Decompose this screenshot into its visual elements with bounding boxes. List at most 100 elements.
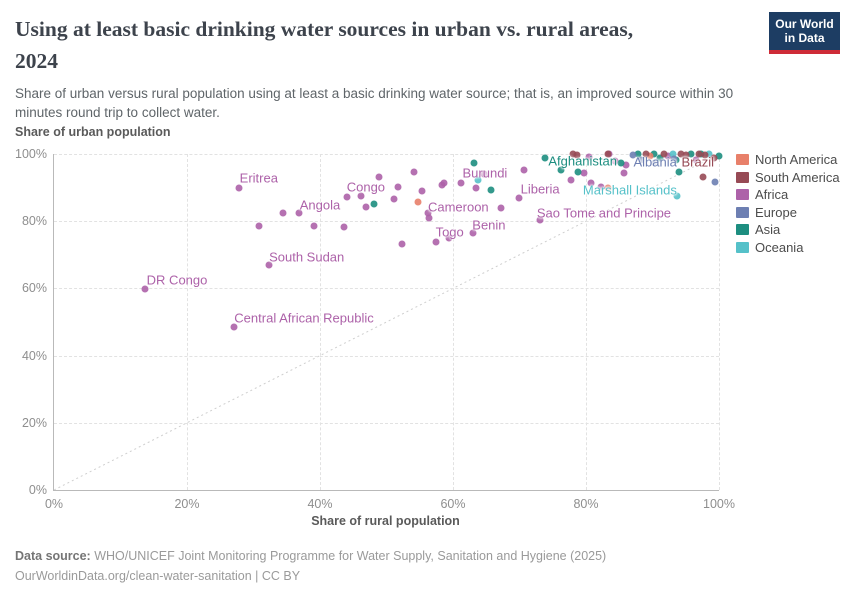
data-point-asia[interactable] [715,152,723,160]
legend-swatch-north-america [736,154,749,166]
legend: North America South America Africa Europe As… [736,151,840,256]
legend-item-south-america[interactable]: South America [736,169,840,187]
data-point-south-america[interactable] [660,150,668,158]
y-axis-title: Share of urban population [15,125,171,139]
data-point-africa[interactable] [230,323,238,331]
data-point-asia[interactable] [634,150,642,158]
data-point-south-america[interactable] [695,150,703,158]
data-point-africa[interactable] [295,209,303,217]
data-point-africa[interactable] [390,195,398,203]
data-point-africa[interactable] [469,229,477,237]
data-point-asia[interactable] [470,159,478,167]
data-point-asia[interactable] [487,186,495,194]
page-title-line-2: 2024 [15,49,58,73]
legend-label-south-america: South America [755,169,840,185]
data-point-africa[interactable] [398,240,406,248]
data-point-europe[interactable] [629,151,637,159]
data-point-oceania[interactable] [474,176,482,184]
data-point-africa[interactable] [515,194,523,202]
data-point-africa[interactable] [597,183,605,191]
data-point-south-america[interactable] [604,150,612,158]
data-point-africa[interactable] [432,238,440,246]
owid-logo-box: Our World in Data [769,12,840,50]
data-point-oceania[interactable] [673,192,681,200]
data-point-asia[interactable] [675,168,683,176]
data-point-south-america[interactable] [573,151,581,159]
data-point-africa[interactable] [497,204,505,212]
data-point-asia[interactable] [650,150,658,158]
data-point-asia[interactable] [617,159,625,167]
data-point-africa[interactable] [255,222,263,230]
y-gridline [54,355,719,357]
data-point-africa[interactable] [440,179,448,187]
data-point-asia[interactable] [370,200,378,208]
data-point-africa[interactable] [425,214,433,222]
data-point-africa[interactable] [418,187,426,195]
data-point-asia[interactable] [687,150,695,158]
legend-swatch-asia [736,224,749,236]
data-point-north-america[interactable] [604,184,612,192]
data-point-africa[interactable] [394,183,402,191]
data-point-europe[interactable] [651,159,659,167]
data-point-africa[interactable] [235,184,243,192]
owid-logo[interactable]: Our World in Data [769,12,840,54]
data-point-africa[interactable] [343,193,351,201]
data-point-europe[interactable] [637,156,645,164]
legend-item-asia[interactable]: Asia [736,221,840,239]
x-tick-label: 40% [307,497,333,511]
data-point-africa[interactable] [279,209,287,217]
data-point-south-america[interactable] [682,151,690,159]
data-point-africa[interactable] [611,157,619,165]
legend-item-africa[interactable]: Africa [736,186,840,204]
data-point-africa[interactable] [587,179,595,187]
data-point-africa[interactable] [362,203,370,211]
data-point-africa[interactable] [357,192,365,200]
data-point-africa[interactable] [375,173,383,181]
data-point-oceania[interactable] [669,150,677,158]
data-point-africa[interactable] [622,161,630,169]
legend-item-north-america[interactable]: North America [736,151,840,169]
data-point-south-america[interactable] [699,173,707,181]
data-point-africa[interactable] [520,166,528,174]
data-point-africa[interactable] [141,285,149,293]
legend-item-oceania[interactable]: Oceania [736,239,840,257]
data-point-africa[interactable] [310,222,318,230]
data-point-south-america[interactable] [677,150,685,158]
data-point-asia[interactable] [557,166,565,174]
legend-label-africa: Africa [755,187,789,203]
footer-link-line[interactable]: OurWorldinData.org/clean-water-sanitatio… [15,569,301,583]
data-point-asia[interactable] [541,154,549,162]
data-point-north-america[interactable] [414,198,422,206]
data-point-africa[interactable] [445,234,453,242]
data-point-africa[interactable] [692,156,700,164]
data-point-asia[interactable] [574,168,582,176]
legend-item-europe[interactable]: Europe [736,204,840,222]
data-point-europe[interactable] [711,178,719,186]
data-point-africa[interactable] [664,152,672,160]
data-point-africa[interactable] [580,169,588,177]
data-point-africa[interactable] [265,261,273,269]
legend-label-asia: Asia [755,222,781,238]
plot-area: 0% 20% 40% 60% 80% 100% 0% 20% 40% 60% 80% 100% Erit… [15,147,735,511]
data-point-africa[interactable] [472,184,480,192]
legend-label-oceania: Oceania [755,239,804,255]
data-point-africa[interactable] [536,216,544,224]
data-point-africa[interactable] [567,176,575,184]
data-point-africa[interactable] [457,179,465,187]
data-point-europe[interactable] [670,155,678,163]
y-tick-label: 0% [28,483,47,497]
data-point-south-america[interactable] [710,154,718,162]
data-point-africa[interactable] [585,153,593,161]
data-point-oceania[interactable] [705,150,713,158]
data-point-africa[interactable] [480,170,488,178]
data-point-south-america[interactable] [642,150,650,158]
x-gridline [320,154,321,490]
data-point-africa[interactable] [340,223,348,231]
data-point-asia[interactable] [656,154,664,162]
data-point-south-america[interactable] [701,151,709,159]
data-point-africa[interactable] [410,168,418,176]
data-point-africa[interactable] [620,169,628,177]
data-point-south-america[interactable] [569,150,577,158]
data-point-north-america[interactable] [646,152,654,160]
data-point-africa[interactable] [424,209,432,217]
